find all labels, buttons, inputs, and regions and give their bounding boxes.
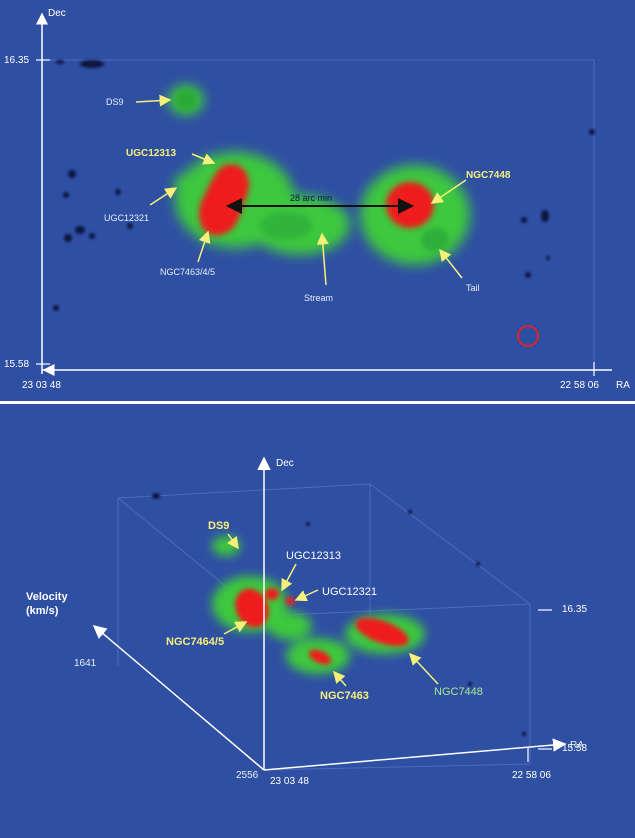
label-ugc12313: UGC12313 (286, 550, 342, 562)
velocity-top-value: 1641 (74, 658, 97, 669)
bottom-cube-graphic (92, 456, 567, 771)
top-map-graphic (36, 12, 612, 376)
top-panel-moment-map: Dec 16.35 15.58 23 03 48 22 58 06 RA DS9… (0, 0, 635, 401)
cube-frame (117, 483, 531, 771)
label-ngc7448: NGC7448 (434, 686, 483, 698)
background-sources (53, 60, 595, 311)
label-ds9: DS9 (106, 97, 124, 107)
background-sources (152, 493, 526, 736)
dec-bottom-value: 15.58 (562, 743, 588, 754)
velocity-axis (92, 625, 265, 771)
ra-right-value: 22 58 06 (560, 380, 599, 391)
dec-bottom-value: 15.58 (4, 359, 30, 370)
label-distance: 28 arc min (290, 193, 333, 203)
label-arrows (223, 533, 439, 687)
dec-top-value: 16.35 (4, 55, 30, 66)
label-ugc12313: UGC12313 (126, 148, 177, 159)
label-tail: Tail (466, 283, 480, 293)
label-ngc7463-4-5: NGC7463/4/5 (160, 267, 216, 277)
ra-left-value: 23 03 48 (22, 380, 61, 391)
label-ugc12321: UGC12321 (104, 213, 150, 223)
dec-axis-label: Dec (48, 8, 66, 19)
dec-axis-label: Dec (276, 458, 294, 469)
label-ugc12321: UGC12321 (322, 586, 378, 598)
velocity-axis-label-line1: Velocity (26, 591, 68, 603)
ra-axis (263, 738, 567, 771)
label-stream: Stream (304, 293, 334, 303)
velocity-axis-label-line2: (km/s) (26, 605, 59, 617)
ra-left-value: 23 03 48 (270, 776, 309, 787)
label-ngc7448: NGC7448 (466, 170, 511, 181)
label-arrows (135, 94, 467, 286)
emission-inner (175, 90, 449, 252)
ra-right-value: 22 58 06 (512, 770, 551, 781)
emission-cores (199, 164, 434, 236)
label-ngc7464-5: NGC7464/5 (166, 636, 225, 648)
label-ngc7463: NGC7463 (320, 690, 369, 702)
label-ds9: DS9 (208, 520, 230, 532)
ra-axis-label: RA (570, 740, 584, 751)
beam-size-circle (517, 325, 539, 347)
velocity-bottom-value: 2556 (236, 770, 259, 781)
ra-axis-label: RA (616, 380, 630, 391)
emission-cores (235, 588, 409, 665)
velocity-axis-label: Velocity (km/s) (26, 590, 68, 618)
bottom-panel-3d-cube: Dec Velocity (km/s) 1641 2556 23 03 48 2… (0, 404, 635, 838)
dec-top-value: 16.35 (562, 604, 588, 615)
